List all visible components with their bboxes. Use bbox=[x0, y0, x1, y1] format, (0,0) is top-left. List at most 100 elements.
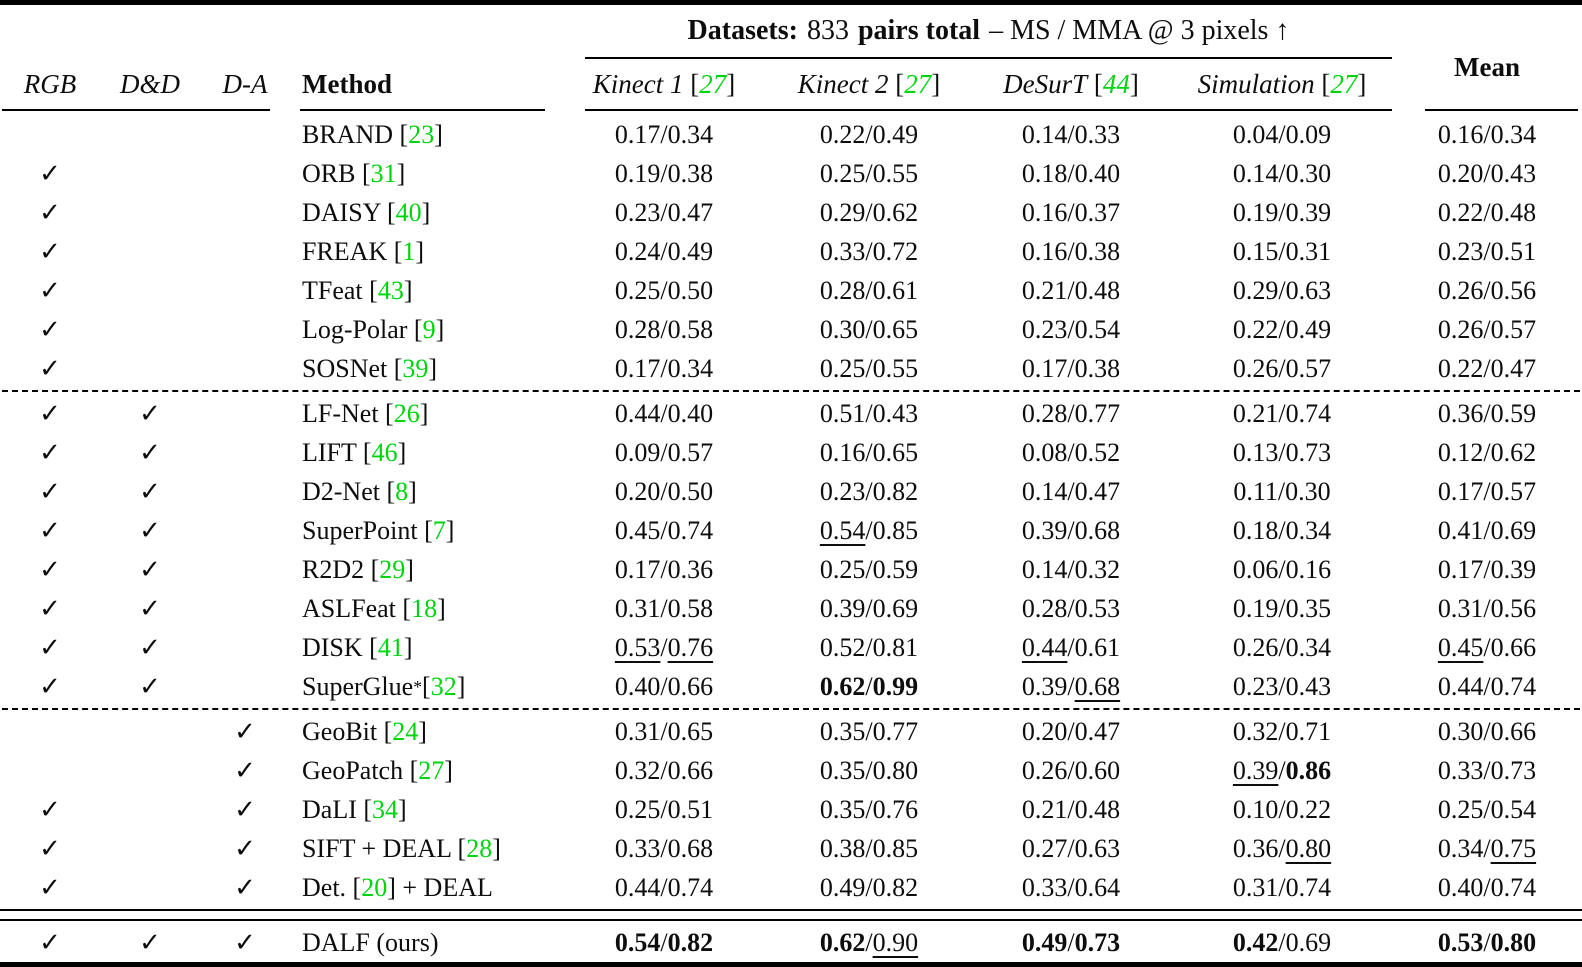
dataset-value: 0.19 / 0.38 bbox=[614, 158, 714, 188]
citation-link[interactable]: 32 bbox=[430, 671, 457, 701]
rgb-checkmark: ✓ bbox=[39, 833, 61, 863]
mean-value: 0.23 / 0.51 bbox=[1437, 236, 1537, 266]
citation-link[interactable]: 46 bbox=[371, 437, 398, 467]
dataset-value: 0.28 / 0.53 bbox=[1021, 593, 1121, 623]
rgb-checkmark: ✓ bbox=[39, 314, 61, 344]
method-name: SIFT + DEAL [28] bbox=[302, 833, 501, 863]
citation-link[interactable]: 7 bbox=[432, 515, 446, 545]
citation-link[interactable]: 26 bbox=[393, 398, 420, 428]
dataset-value: 0.39 / 0.86 bbox=[1232, 755, 1332, 785]
dataset-value: 0.17 / 0.34 bbox=[614, 353, 714, 383]
dataset-value: 0.17 / 0.34 bbox=[614, 119, 714, 149]
bracket: ] bbox=[1129, 68, 1139, 99]
dataset-value: 0.51 / 0.43 bbox=[819, 398, 919, 428]
dataset-value: 0.22 / 0.49 bbox=[1232, 314, 1332, 344]
table-row: ✓ ✓ Det. [20] + DEAL 0.44 / 0.74 0.49 / 0.82… bbox=[0, 868, 1582, 907]
dataset-value: 0.31 / 0.65 bbox=[614, 716, 714, 746]
mean-value: 0.12 / 0.62 bbox=[1437, 437, 1537, 467]
column-header-dataset: Kinect 2 [27] bbox=[768, 59, 970, 109]
dataset-value: 0.19 / 0.35 bbox=[1232, 593, 1332, 623]
dataset-value: 0.23 / 0.43 bbox=[1232, 671, 1332, 701]
citation-link[interactable]: 29 bbox=[379, 554, 406, 584]
mean-value: 0.33 / 0.73 bbox=[1437, 755, 1537, 785]
citation-link[interactable]: 41 bbox=[377, 632, 404, 662]
column-header-rgb: RGB bbox=[23, 68, 77, 99]
table-row: ✓ Log-Polar [9] 0.28 / 0.58 0.30 / 0.65 0.23… bbox=[0, 310, 1582, 349]
rgb-checkmark: ✓ bbox=[39, 872, 61, 902]
da-checkmark: ✓ bbox=[234, 755, 256, 785]
rgb-checkmark: ✓ bbox=[39, 437, 61, 467]
dd-checkmark: ✓ bbox=[139, 632, 161, 662]
rgb-checkmark: ✓ bbox=[39, 927, 61, 957]
citation-link[interactable]: 44 bbox=[1102, 68, 1130, 99]
dataset-value: 0.54 / 0.85 bbox=[819, 515, 919, 545]
bracket: [ bbox=[1093, 68, 1103, 99]
citation-link[interactable]: 34 bbox=[372, 794, 399, 824]
method-name: DISK [41] bbox=[302, 632, 413, 662]
dataset-value: 0.25 / 0.51 bbox=[614, 794, 714, 824]
mean-value: 0.36 / 0.59 bbox=[1437, 398, 1537, 428]
dataset-value: 0.20 / 0.47 bbox=[1021, 716, 1121, 746]
method-name: FREAK [1] bbox=[302, 236, 425, 266]
citation-link[interactable]: 31 bbox=[370, 158, 397, 188]
method-name: DALF (ours) bbox=[302, 927, 439, 957]
citation-link[interactable]: 27 bbox=[418, 755, 445, 785]
citation-link[interactable]: 1 bbox=[402, 236, 416, 266]
citation-link[interactable]: 27 bbox=[904, 68, 932, 99]
citation-link[interactable]: 18 bbox=[411, 593, 438, 623]
section-separator bbox=[0, 909, 1582, 921]
table-row: ✓ DAISY [40] 0.23 / 0.47 0.29 / 0.62 0.16 / … bbox=[0, 193, 1582, 232]
dataset-value: 0.44 / 0.74 bbox=[614, 872, 714, 902]
da-checkmark: ✓ bbox=[234, 833, 256, 863]
mean-value: 0.53 / 0.80 bbox=[1437, 927, 1537, 957]
dataset-value: 0.21 / 0.48 bbox=[1021, 275, 1121, 305]
citation-link[interactable]: 23 bbox=[408, 119, 435, 149]
citation-link[interactable]: 28 bbox=[466, 833, 493, 863]
dataset-value: 0.16 / 0.37 bbox=[1021, 197, 1121, 227]
dataset-value: 0.26 / 0.34 bbox=[1232, 632, 1332, 662]
rgb-checkmark: ✓ bbox=[39, 275, 61, 305]
dd-checkmark: ✓ bbox=[139, 554, 161, 584]
dataset-value: 0.29 / 0.62 bbox=[819, 197, 919, 227]
table-row: ✓ ✓ ✓ DALF (ours) 0.54 / 0.82 0.62 / 0.90 0.49… bbox=[0, 923, 1582, 962]
dataset-value: 0.14 / 0.30 bbox=[1232, 158, 1332, 188]
dd-checkmark: ✓ bbox=[139, 593, 161, 623]
citation-link[interactable]: 43 bbox=[377, 275, 404, 305]
citation-link[interactable]: 39 bbox=[402, 353, 429, 383]
mean-value: 0.31 / 0.56 bbox=[1437, 593, 1537, 623]
dataset-value: 0.52 / 0.81 bbox=[819, 632, 919, 662]
section-separator bbox=[2, 708, 1580, 710]
citation-link[interactable]: 27 bbox=[1330, 68, 1358, 99]
dataset-name: Simulation bbox=[1197, 68, 1315, 99]
table-row: ✓ GeoPatch [27] 0.32 / 0.66 0.35 / 0.80 0.26… bbox=[0, 751, 1582, 790]
dataset-value: 0.35 / 0.77 bbox=[819, 716, 919, 746]
bracket: [ bbox=[1321, 68, 1331, 99]
dataset-value: 0.33 / 0.72 bbox=[819, 236, 919, 266]
dd-checkmark: ✓ bbox=[139, 927, 161, 957]
citation-link[interactable]: 8 bbox=[395, 476, 409, 506]
dataset-value: 0.31 / 0.58 bbox=[614, 593, 714, 623]
dataset-value: 0.27 / 0.63 bbox=[1021, 833, 1121, 863]
rgb-checkmark: ✓ bbox=[39, 671, 61, 701]
citation-link[interactable]: 24 bbox=[392, 716, 419, 746]
dataset-value: 0.21 / 0.48 bbox=[1021, 794, 1121, 824]
citation-link[interactable]: 9 bbox=[422, 314, 436, 344]
dataset-value: 0.33 / 0.64 bbox=[1021, 872, 1121, 902]
header-rule-datasets bbox=[585, 109, 1392, 111]
citation-link[interactable]: 20 bbox=[361, 872, 388, 902]
table-row: ✓ ✓ DISK [41] 0.53 / 0.76 0.52 / 0.81 0.44 / … bbox=[0, 628, 1582, 667]
citation-link[interactable]: 40 bbox=[395, 197, 422, 227]
column-header-dataset: Kinect 1 [27] bbox=[560, 59, 768, 109]
dataset-name: Kinect 1 bbox=[592, 68, 684, 99]
dataset-value: 0.09 / 0.57 bbox=[614, 437, 714, 467]
dataset-value: 0.38 / 0.85 bbox=[819, 833, 919, 863]
dd-checkmark: ✓ bbox=[139, 476, 161, 506]
mean-value: 0.30 / 0.66 bbox=[1437, 716, 1537, 746]
column-header-dd: D&D bbox=[120, 68, 180, 99]
dataset-value: 0.23 / 0.47 bbox=[614, 197, 714, 227]
table-row: ✓ ✓ D2-Net [8] 0.20 / 0.50 0.23 / 0.82 0.14 /… bbox=[0, 472, 1582, 511]
dataset-value: 0.28 / 0.58 bbox=[614, 314, 714, 344]
citation-link[interactable]: 27 bbox=[699, 68, 727, 99]
mean-value: 0.17 / 0.57 bbox=[1437, 476, 1537, 506]
